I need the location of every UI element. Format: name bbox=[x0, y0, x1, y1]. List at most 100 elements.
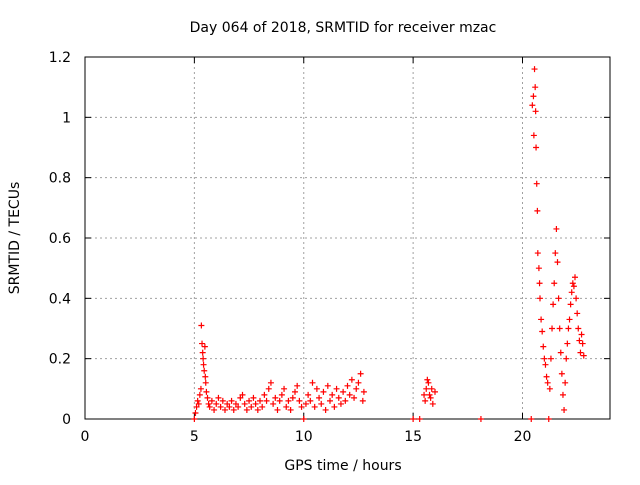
data-point bbox=[289, 394, 296, 401]
x-tick-label: 0 bbox=[81, 429, 90, 445]
data-point bbox=[252, 400, 259, 407]
y-tick-label: 0.2 bbox=[49, 352, 71, 368]
data-point bbox=[243, 406, 250, 413]
data-point bbox=[232, 400, 239, 407]
data-point bbox=[274, 406, 281, 413]
data-point bbox=[294, 382, 301, 389]
data-point bbox=[359, 397, 366, 404]
data-point bbox=[208, 397, 215, 404]
data-point bbox=[199, 340, 206, 347]
data-point bbox=[562, 379, 569, 386]
data-point bbox=[337, 400, 344, 407]
data-point bbox=[267, 379, 274, 386]
data-point bbox=[201, 367, 208, 374]
data-point bbox=[193, 403, 200, 410]
data-point bbox=[213, 400, 220, 407]
data-point bbox=[533, 180, 540, 187]
data-point bbox=[577, 349, 584, 356]
data-point bbox=[228, 397, 235, 404]
data-point bbox=[224, 400, 231, 407]
data-point bbox=[226, 403, 233, 410]
data-point bbox=[257, 397, 263, 404]
data-point bbox=[342, 397, 349, 404]
data-point bbox=[557, 349, 564, 356]
data-point bbox=[540, 343, 547, 350]
data-point bbox=[529, 102, 536, 109]
data-point bbox=[199, 349, 206, 356]
data-point bbox=[576, 337, 583, 344]
data-point bbox=[568, 289, 575, 296]
data-point bbox=[235, 403, 242, 410]
data-point bbox=[300, 416, 307, 422]
data-point bbox=[566, 316, 573, 323]
y-tick-label: 1 bbox=[62, 110, 71, 126]
data-point bbox=[541, 355, 548, 362]
data-point bbox=[305, 391, 312, 398]
data-points bbox=[191, 66, 587, 422]
data-point bbox=[421, 391, 428, 398]
y-tick-label: 0.6 bbox=[49, 231, 71, 247]
axis-ticks: 0 5 10 15 20 0 0.2 0.4 0.6 0.8 1 1.2 bbox=[49, 50, 610, 445]
data-point bbox=[428, 385, 435, 392]
data-point bbox=[348, 376, 355, 383]
data-point bbox=[250, 394, 257, 401]
data-point bbox=[535, 265, 542, 272]
data-point bbox=[302, 400, 309, 407]
data-point bbox=[531, 66, 538, 73]
data-point bbox=[569, 280, 576, 287]
data-point bbox=[239, 391, 246, 398]
data-point bbox=[298, 403, 305, 410]
data-point bbox=[292, 388, 298, 395]
data-point bbox=[278, 391, 285, 398]
data-point bbox=[556, 325, 563, 332]
data-point bbox=[534, 207, 541, 214]
data-point bbox=[563, 355, 570, 362]
data-point bbox=[357, 370, 364, 377]
x-tick-label: 20 bbox=[514, 429, 532, 445]
data-point bbox=[201, 343, 208, 350]
data-point bbox=[206, 403, 213, 410]
data-point bbox=[410, 416, 417, 422]
data-point bbox=[265, 385, 272, 392]
data-point bbox=[551, 280, 558, 287]
data-point bbox=[197, 385, 204, 392]
data-point bbox=[194, 397, 201, 404]
data-point bbox=[316, 394, 323, 401]
data-point bbox=[205, 400, 212, 407]
y-tick-label: 0 bbox=[62, 412, 71, 428]
data-point bbox=[324, 382, 331, 389]
y-tick-label: 0.8 bbox=[49, 171, 71, 187]
data-point bbox=[296, 397, 303, 404]
data-point bbox=[553, 225, 560, 232]
y-tick-label: 1.2 bbox=[49, 50, 71, 66]
data-point bbox=[539, 328, 546, 335]
data-point bbox=[424, 376, 431, 383]
data-point bbox=[241, 400, 248, 407]
data-point bbox=[427, 394, 434, 401]
data-point bbox=[333, 385, 340, 392]
data-point bbox=[346, 391, 353, 398]
data-point bbox=[309, 379, 316, 386]
chart-title: Day 064 of 2018, SRMTID for receiver mza… bbox=[190, 20, 497, 36]
data-point bbox=[564, 340, 571, 347]
data-point bbox=[254, 406, 261, 413]
data-point bbox=[287, 406, 294, 413]
data-point bbox=[259, 403, 266, 410]
data-point bbox=[534, 250, 541, 257]
data-point bbox=[567, 301, 574, 308]
data-point bbox=[570, 283, 577, 290]
data-point bbox=[547, 355, 554, 362]
data-point bbox=[546, 385, 553, 392]
x-axis-label: GPS time / hours bbox=[284, 458, 401, 474]
data-point bbox=[320, 388, 327, 395]
data-point bbox=[283, 403, 290, 410]
data-point bbox=[198, 322, 205, 329]
data-point bbox=[429, 400, 436, 407]
data-point bbox=[572, 274, 578, 281]
data-point bbox=[261, 391, 268, 398]
data-point bbox=[276, 397, 283, 404]
data-point bbox=[422, 397, 429, 404]
data-point bbox=[565, 325, 572, 332]
